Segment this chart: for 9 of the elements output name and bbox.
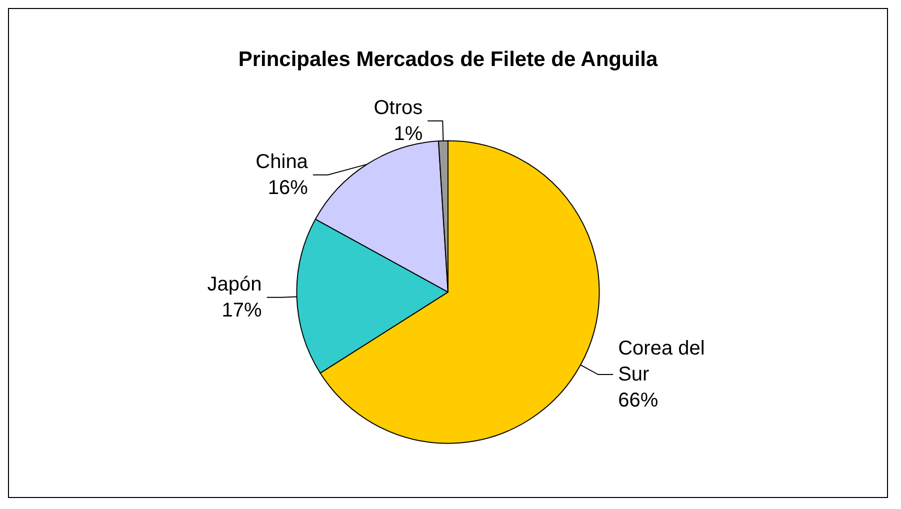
data-label: 16% <box>268 176 308 199</box>
slice-label: Japón <box>207 273 262 296</box>
data-label: 1% <box>394 122 423 145</box>
slice-label: Corea del Sur <box>618 338 710 386</box>
data-label: 66% <box>618 390 658 412</box>
chart-title: Principales Mercados de Filete de Anguila <box>238 48 658 71</box>
slice-label: Otros <box>374 96 423 119</box>
data-label: 17% <box>222 299 262 322</box>
slice-label: China <box>256 150 309 173</box>
